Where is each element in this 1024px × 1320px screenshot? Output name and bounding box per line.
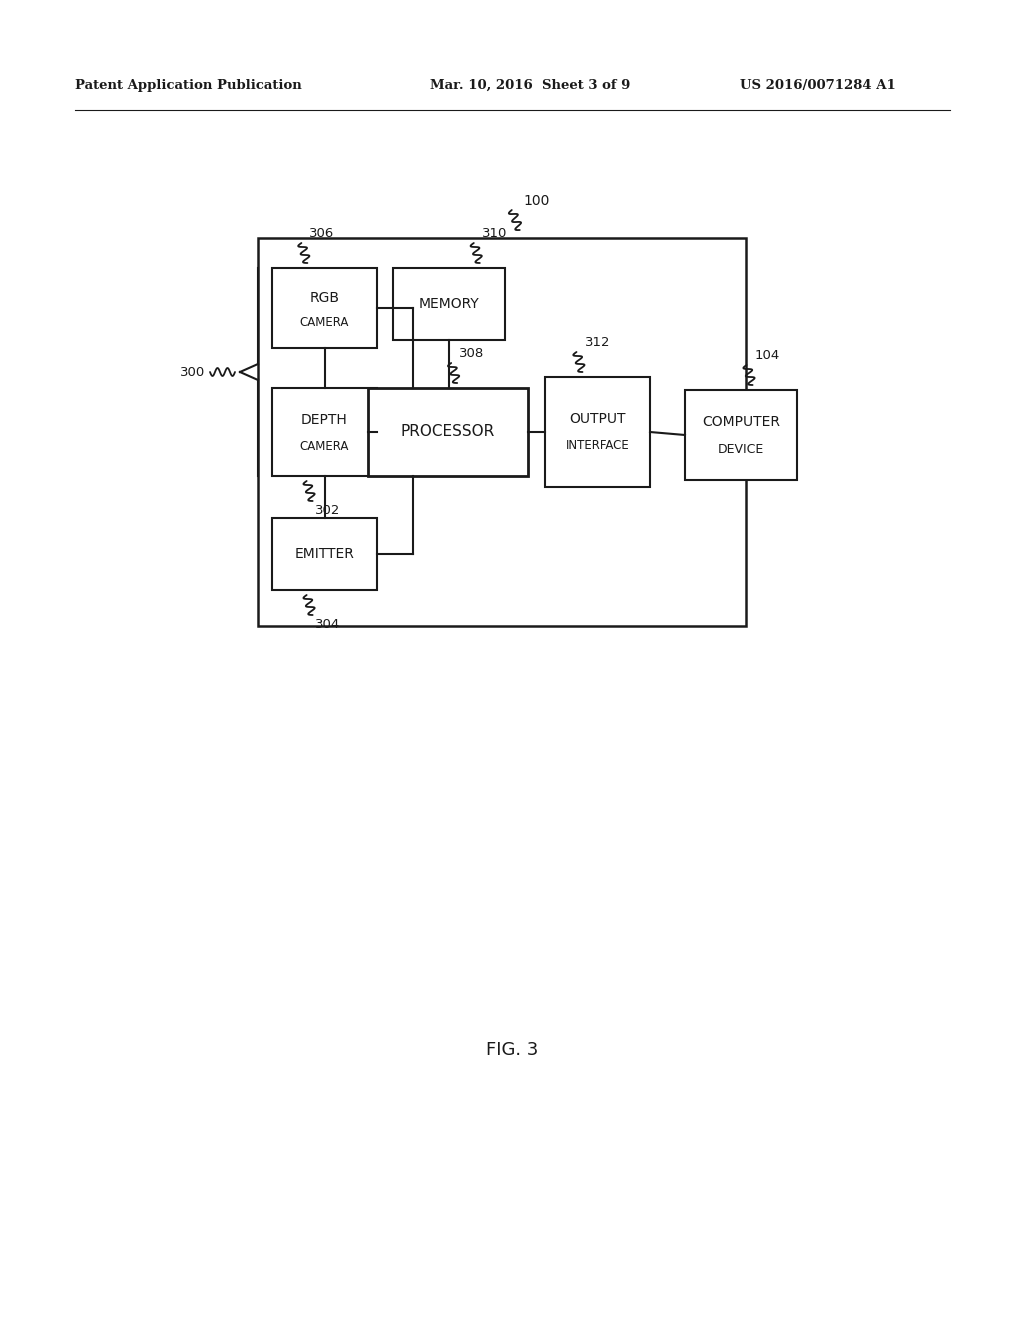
- Text: US 2016/0071284 A1: US 2016/0071284 A1: [740, 78, 896, 91]
- Bar: [368, 388, 528, 477]
- Text: Mar. 10, 2016  Sheet 3 of 9: Mar. 10, 2016 Sheet 3 of 9: [430, 78, 631, 91]
- Text: PROCESSOR: PROCESSOR: [400, 425, 496, 440]
- Text: Patent Application Publication: Patent Application Publication: [75, 78, 302, 91]
- Text: CAMERA: CAMERA: [300, 440, 349, 453]
- Text: EMITTER: EMITTER: [295, 546, 354, 561]
- Bar: [272, 517, 377, 590]
- Text: DEVICE: DEVICE: [718, 444, 764, 455]
- Text: INTERFACE: INTERFACE: [565, 438, 630, 451]
- Text: 310: 310: [482, 227, 507, 240]
- Text: 308: 308: [459, 347, 484, 360]
- Text: 104: 104: [755, 348, 780, 362]
- Text: 312: 312: [585, 337, 610, 348]
- Text: 300: 300: [180, 366, 205, 379]
- Text: FIG. 3: FIG. 3: [485, 1041, 539, 1059]
- Text: DEPTH: DEPTH: [301, 413, 348, 426]
- Text: RGB: RGB: [309, 292, 340, 305]
- Bar: [545, 378, 650, 487]
- Text: 306: 306: [309, 227, 335, 240]
- Bar: [393, 268, 505, 341]
- Text: 304: 304: [314, 618, 340, 631]
- Text: OUTPUT: OUTPUT: [569, 412, 626, 426]
- Text: 302: 302: [314, 504, 340, 517]
- Text: COMPUTER: COMPUTER: [702, 416, 780, 429]
- Bar: [685, 389, 797, 480]
- Text: CAMERA: CAMERA: [300, 315, 349, 329]
- Text: 100: 100: [523, 194, 550, 209]
- Bar: [272, 388, 377, 477]
- Text: MEMORY: MEMORY: [419, 297, 479, 312]
- Bar: [272, 268, 377, 348]
- Bar: [258, 238, 746, 626]
